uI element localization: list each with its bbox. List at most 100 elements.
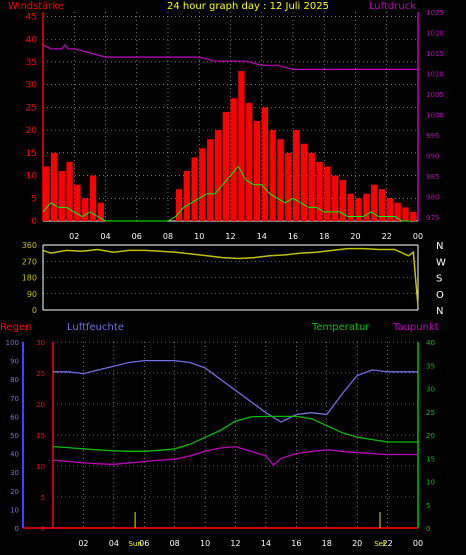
- wind-gust-bar: [175, 189, 183, 221]
- x-tick-label: 14: [257, 232, 267, 241]
- set-marker-label: Set: [374, 540, 386, 548]
- wind-gust-bar: [347, 193, 354, 221]
- wind-gust-bar: [324, 166, 331, 221]
- humidity-tick-label: 60: [10, 413, 19, 421]
- y-tick-label: 270: [22, 257, 37, 266]
- wind-gust-bar: [293, 130, 300, 221]
- y-right-tick-label: 1025: [426, 9, 444, 17]
- sun-marker-label: Sun: [128, 540, 141, 548]
- temperature-tick-label: 15: [426, 455, 435, 463]
- y-left-tick-label: 30: [26, 81, 38, 91]
- wind-gust-bar: [191, 157, 198, 221]
- y-tick-label: 360: [22, 241, 37, 250]
- temperature-tick-label: 40: [426, 339, 435, 347]
- compass-label: N: [436, 241, 443, 252]
- y-left-tick-label: 40: [26, 35, 38, 45]
- y-right-tick-label: 1005: [426, 91, 444, 99]
- y-tick-label: 180: [22, 274, 37, 283]
- y-right-tick-label: 980: [426, 193, 439, 201]
- rain-tick-label: 20: [36, 401, 45, 409]
- humidity-tick-label: 30: [10, 469, 19, 477]
- y-left-tick-label: 15: [26, 149, 37, 159]
- right-axis-title: Luftdruck: [369, 1, 416, 12]
- wind-gust-bar: [402, 207, 409, 221]
- x-tick-label: 06: [139, 539, 149, 548]
- wind-gust-bar: [246, 102, 253, 221]
- y-right-tick-label: 975: [426, 214, 439, 222]
- wind-gust-bar: [261, 107, 268, 221]
- humidity-tick-label: 90: [10, 358, 19, 366]
- y-left-tick-label: 0: [31, 217, 37, 227]
- wind-gust-bar: [199, 148, 206, 221]
- wind-gust-bar: [308, 152, 315, 221]
- wind-gust-bar: [378, 189, 386, 221]
- x-tick-label: 22: [382, 232, 392, 241]
- x-tick-label: 16: [288, 232, 298, 241]
- x-tick-label: 18: [322, 539, 332, 548]
- temperature-line: [52, 415, 418, 452]
- x-tick-label: 00: [413, 539, 423, 548]
- x-tick-label: 14: [261, 539, 271, 548]
- rain-tick-label: 5: [41, 494, 45, 502]
- wind-gust-bar: [371, 184, 378, 221]
- compass-label: N: [436, 306, 443, 317]
- wind-gust-bar: [222, 111, 229, 221]
- humidity-tick-label: 10: [10, 506, 19, 514]
- x-tick-label: 12: [230, 539, 240, 548]
- humidity-tick-label: 40: [10, 451, 19, 459]
- x-tick-label: 18: [319, 232, 329, 241]
- dewpoint-line: [52, 445, 418, 467]
- rain-tick-label: 10: [36, 463, 45, 471]
- wind-gust-bar: [66, 161, 73, 221]
- dewpoint-label: Taupunkt: [392, 322, 439, 333]
- wind-gust-bar: [300, 143, 308, 221]
- wind-gust-bar: [339, 180, 347, 221]
- wind-gust-bar: [363, 193, 370, 221]
- y-right-tick-label: 985: [426, 173, 439, 181]
- temperature-tick-label: 35: [426, 362, 435, 370]
- wind-gust-bar: [183, 171, 190, 221]
- temperature-tick-label: 30: [426, 386, 435, 394]
- wind-gust-bar: [269, 130, 276, 221]
- wind-gust-bar: [89, 175, 97, 221]
- compass-label: W: [436, 257, 446, 268]
- x-tick-label: 20: [352, 539, 362, 548]
- wind-gust-bar: [214, 130, 222, 221]
- y-right-tick-label: 1015: [426, 50, 444, 58]
- wind-gust-bar: [394, 202, 401, 221]
- wind-pressure-chart: 02 04 06 08 10 12 14 16 18 20 22 000510152025303540…: [26, 9, 444, 241]
- wind-gust-bar: [97, 202, 104, 221]
- wind-gust-bar: [43, 166, 50, 221]
- temperature-tick-label: 25: [426, 409, 435, 417]
- rain-tick-label: 30: [36, 339, 45, 347]
- rain-tick-label: 0: [41, 525, 45, 533]
- wind-gust-bar: [410, 211, 417, 221]
- wind-gust-bar: [50, 152, 58, 221]
- temperature-tick-label: 0: [426, 525, 430, 533]
- y-right-tick-label: 1000: [426, 111, 444, 119]
- graph-title: 24 hour graph day : 12 Juli 2025: [167, 1, 329, 12]
- x-tick-label: 06: [132, 232, 142, 241]
- x-tick-label: 10: [200, 539, 210, 548]
- y-right-tick-label: 1010: [426, 70, 444, 78]
- wind-gust-bar: [230, 98, 237, 221]
- temperature-tick-label: 20: [426, 432, 435, 440]
- y-right-tick-label: 990: [426, 152, 439, 160]
- y-tick-label: 90: [27, 290, 37, 299]
- temperature-tick-label: 10: [426, 479, 435, 487]
- wind-gust-bar: [238, 71, 245, 221]
- x-tick-label: 22: [382, 539, 392, 548]
- pressure-line: [42, 43, 418, 70]
- left-axis-title: Windstärke: [8, 1, 64, 12]
- y-left-tick-label: 45: [26, 13, 37, 23]
- temperature-label: Temperatur: [311, 322, 370, 333]
- x-tick-label: 20: [350, 232, 360, 241]
- wind-gust-bar: [316, 161, 323, 221]
- wind-gust-bar: [332, 175, 339, 221]
- humidity-tick-label: 70: [10, 395, 19, 403]
- rain-tick-label: 25: [36, 370, 45, 378]
- wind-gust-bar: [285, 152, 292, 221]
- humidity-line: [53, 359, 418, 423]
